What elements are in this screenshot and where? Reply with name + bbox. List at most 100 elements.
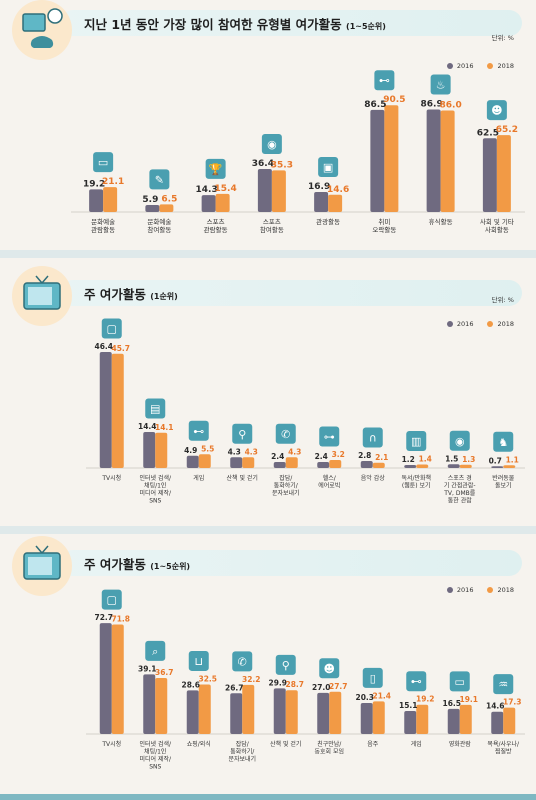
bar-2016 (99, 352, 112, 468)
bar-2018 (372, 701, 385, 734)
value-label-2016: 26.7 (225, 683, 244, 692)
bar-2016 (230, 457, 243, 468)
value-label-2018: 21.4 (372, 691, 391, 700)
suitcase-icon-glyph: ▣ (323, 161, 333, 174)
legend-2016-label: 2016 (456, 586, 474, 594)
footer-strip (0, 794, 536, 800)
walk-icon-glyph: ⚲ (238, 428, 246, 441)
divider (0, 250, 536, 258)
value-label-2018: 28.7 (285, 680, 304, 689)
bar-2018 (503, 707, 516, 734)
category-label: 산책 및 걷기 (227, 474, 258, 482)
value-label-2016: 0.7 (489, 456, 502, 465)
category-label: 음악 감상 (361, 474, 385, 482)
category-label: 영화관람 (449, 740, 472, 748)
people-icon (486, 100, 507, 121)
chart-participation: 19.221.1 ▭ 문화예술 관람활동 5.9 6.5 ✎ 문화예술 참여활동 14.315.4… (71, 70, 525, 234)
value-label-2018: 1.3 (462, 455, 475, 464)
phone-icon (275, 423, 296, 444)
bar-2016 (143, 432, 156, 468)
bar-2016 (360, 703, 373, 734)
book-icon-glyph: ▥ (411, 435, 421, 448)
bar-2018 (285, 457, 298, 468)
pen-icon-glyph: ✎ (155, 173, 164, 186)
ball-icon (449, 430, 470, 451)
gamepad-icon (188, 420, 209, 441)
gamepad-icon (406, 671, 427, 692)
category-label: TV시청 (101, 741, 121, 748)
rest-icon (430, 74, 451, 95)
walk-icon-glyph: ⚲ (282, 659, 290, 672)
bar-2016 (404, 465, 417, 468)
bar-2018 (155, 432, 168, 468)
bar-2018 (329, 460, 342, 468)
suitcase-icon (318, 157, 339, 178)
bar-2016 (447, 464, 460, 468)
bar-2016 (145, 205, 160, 212)
bar-2016 (317, 462, 330, 468)
legend-2018-label: 2018 (497, 62, 514, 70)
dog-icon (493, 431, 514, 452)
legend-2016-label: 2016 (456, 320, 474, 328)
category-label: 스포츠 관람활동 (204, 218, 228, 234)
category-label: 사회 및 기타 사회활동 (480, 217, 514, 234)
legend-2018-swatch (487, 63, 494, 69)
gamepad-icon (374, 70, 395, 91)
value-label-2016: 16.5 (442, 699, 461, 708)
bar-2016 (186, 690, 199, 734)
value-label-2018: 19.2 (416, 695, 435, 704)
value-label-2016: 16.9 (308, 182, 330, 192)
bar-2016 (426, 109, 441, 212)
bar-2018 (329, 691, 342, 734)
value-label-2018: 6.5 (161, 194, 177, 204)
bar-2018 (159, 204, 174, 212)
ball-icon-glyph: ◉ (267, 138, 277, 151)
headphones-icon (362, 427, 383, 448)
value-label-2018: 32.2 (242, 675, 261, 684)
divider (0, 526, 536, 534)
legend: 2016 2018 (446, 586, 514, 594)
category-label: 문화예술 관람활동 (91, 217, 115, 234)
tv-icon-glyph: ▢ (107, 594, 117, 607)
category-label: 독서/만화책 (웹툰) 보기 (401, 474, 431, 490)
ticket-icon-glyph: ▭ (455, 675, 465, 688)
value-label-2016: 86.9 (421, 99, 443, 109)
panel-main-activity-1to5: 주 여가활동 (1~5순위) 2016 2018 72.7 71.8 ▢ TV시청 39… (0, 534, 536, 794)
value-label-2016: 39.1 (138, 664, 157, 673)
value-label-2018: 21.1 (102, 177, 124, 187)
category-label: 산책 및 걷기 (270, 740, 301, 748)
value-label-2016: 2.4 (271, 452, 284, 461)
legend-2018-swatch (487, 587, 494, 593)
bar-2018 (372, 462, 385, 468)
category-label: 게임 (193, 474, 204, 482)
category-label: 문화예술 참여활동 (147, 217, 171, 234)
value-label-2018: 86.0 (440, 101, 462, 111)
tv-icon (12, 266, 72, 326)
value-label-2016: 4.3 (228, 447, 241, 456)
value-label-2016: 15.1 (399, 701, 418, 710)
ticket-icon (449, 671, 470, 692)
server-icon (145, 398, 166, 419)
value-label-2016: 4.9 (184, 446, 197, 455)
tv-icon (101, 318, 122, 339)
value-label-2016: 2.4 (315, 452, 328, 461)
value-label-2016: 86.5 (364, 100, 386, 110)
category-label: 관광활동 (316, 217, 340, 226)
value-label-2018: 2.1 (375, 453, 388, 462)
walk-icon (232, 423, 253, 444)
bar-2018 (459, 704, 472, 734)
value-label-2018: 65.2 (496, 125, 518, 135)
bar-2018 (215, 193, 230, 212)
value-label-2018: 27.7 (329, 682, 348, 691)
value-label-2018: 71.8 (111, 615, 130, 624)
unit-label: 단위: % (491, 296, 514, 304)
bar-2018 (416, 704, 429, 734)
tv-icon (101, 589, 122, 610)
category-label: 잡담/통화하기/문자보내기 (272, 475, 300, 497)
bar-2018 (496, 135, 511, 212)
bar-2018 (384, 105, 399, 212)
dumbbell-icon-glyph: ⊶ (324, 431, 335, 444)
legend: 2016 2018 (446, 62, 514, 70)
bar-2018 (155, 678, 168, 734)
panel-main-activity-1st: 주 여가활동 (1순위) 단위: % 2016 2018 46.4 45.7 ▢ TV… (0, 258, 536, 526)
